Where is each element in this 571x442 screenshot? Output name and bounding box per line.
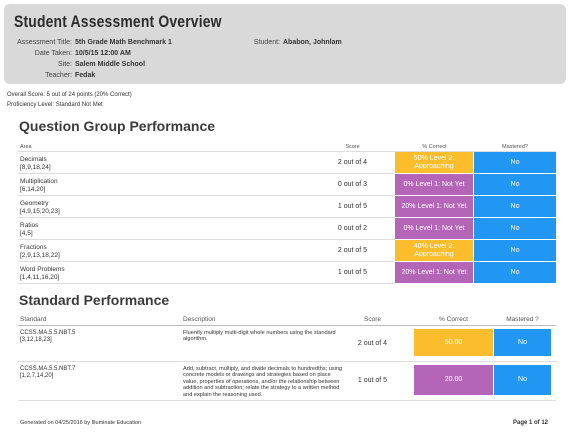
mastered-cell: No xyxy=(494,329,551,356)
area-items: [4,9,15,20,23] xyxy=(20,208,60,215)
mastered-cell: No xyxy=(474,262,556,283)
section-title: Question Group Performance xyxy=(19,118,216,134)
field-value: 5th Grade Math Benchmark 1 xyxy=(75,39,172,46)
standard-description: Add, subtract, multiply, and divide deci… xyxy=(183,366,343,398)
score: 2 out of 4 xyxy=(357,339,388,347)
field-value: Salem Middle School xyxy=(75,61,146,68)
area-items: [4,5] xyxy=(20,230,33,237)
field-label: Teacher: xyxy=(45,72,72,79)
percent-cell: 0% Level 1: Not Yet xyxy=(395,174,473,195)
footer-page: Page 1 of 12 xyxy=(512,420,548,426)
field-value: Fedak xyxy=(75,72,96,79)
row-rule xyxy=(18,239,395,240)
student-value: Ababon, Johnlam xyxy=(283,39,342,46)
score: 2 out of 5 xyxy=(337,247,368,254)
score: 1 out of 5 xyxy=(337,203,368,210)
header-rule xyxy=(18,325,556,326)
percent-cell: 20% Level 1: Not Yet xyxy=(395,196,473,217)
summary-line: Overall Score: 5 out of 24 points (20% C… xyxy=(7,92,132,98)
header-panel xyxy=(4,4,566,84)
column-header: Mastered? xyxy=(502,144,528,150)
standard-items: [3,12,18,23] xyxy=(20,337,52,343)
area-items: [8,9,18,24] xyxy=(20,164,51,171)
field-label: Site: xyxy=(57,61,72,68)
percent-cell: 50.00 xyxy=(414,329,493,356)
area-items: [6,14,20] xyxy=(20,186,46,193)
standard-code: CCSS.MA.5.5.NBT.5 xyxy=(20,330,76,336)
score: 2 out of 4 xyxy=(337,159,368,166)
area-name: Decimals xyxy=(20,156,47,163)
mastered-cell: No xyxy=(474,196,556,217)
footer-generated: Generated on 04/25/2016 by Illuminate Ed… xyxy=(20,420,142,426)
score: 0 out of 3 xyxy=(337,181,368,188)
percent-cell: 0% Level 1: Not Yet xyxy=(395,218,473,239)
row-rule xyxy=(18,261,395,262)
column-header: Score xyxy=(345,144,360,150)
mastered-cell: No xyxy=(474,174,556,195)
area-name: Multiplication xyxy=(20,178,58,185)
area-name: Ratios xyxy=(20,222,39,229)
row-rule xyxy=(18,361,556,362)
page-title: Student Assessment Overview xyxy=(14,12,222,31)
area-items: [2,9,13,18,22] xyxy=(20,252,60,259)
area-name: Fractions xyxy=(20,244,47,251)
score: 1 out of 5 xyxy=(357,377,388,384)
mastered-cell: No xyxy=(494,365,551,395)
header-rule xyxy=(18,151,556,152)
mastered-cell: No xyxy=(474,218,556,239)
column-header: Area xyxy=(20,144,32,150)
row-rule xyxy=(18,217,395,218)
score: 0 out of 2 xyxy=(337,225,368,232)
mastered-cell: No xyxy=(474,152,556,173)
standard-code: CCSS.MA.5.5.NBT.7 xyxy=(20,366,76,372)
mastered-cell: No xyxy=(474,240,556,261)
percent-cell: 20% Level 1: Not Yet xyxy=(395,262,473,283)
percent-cell: 20.00 xyxy=(414,365,493,395)
student-label: Student: xyxy=(253,39,280,46)
column-header: Score xyxy=(364,316,381,323)
row-rule xyxy=(18,195,395,196)
area-name: Word Problems xyxy=(20,266,65,273)
column-header: % Correct xyxy=(439,316,468,323)
summary-line: Proficiency Level: Standard Not Met xyxy=(7,102,103,108)
column-header: Standard xyxy=(20,316,47,323)
area-name: Geometry xyxy=(20,200,49,207)
column-header: % Correct xyxy=(422,144,447,150)
field-value: 10/5/15 12:00 AM xyxy=(75,50,131,57)
percent-cell: 50% Level 2: Approaching xyxy=(395,152,473,173)
field-label: Date Taken: xyxy=(34,50,72,57)
column-header: Mastered ? xyxy=(506,316,539,323)
standard-items: [1,2,7,14,20] xyxy=(20,373,54,379)
field-label: Assessment Title: xyxy=(17,39,72,46)
area-items: [1,4,11,16,20] xyxy=(20,274,60,281)
section-title: Standard Performance xyxy=(19,292,170,308)
row-rule xyxy=(18,283,395,284)
row-rule xyxy=(18,173,395,174)
score: 1 out of 5 xyxy=(337,269,368,276)
column-header: Description xyxy=(183,316,216,323)
row-rule xyxy=(18,400,556,401)
percent-cell: 40% Level 2: Approaching xyxy=(395,240,473,261)
standard-description: Fluently multiply multi-digit whole numb… xyxy=(183,330,336,343)
